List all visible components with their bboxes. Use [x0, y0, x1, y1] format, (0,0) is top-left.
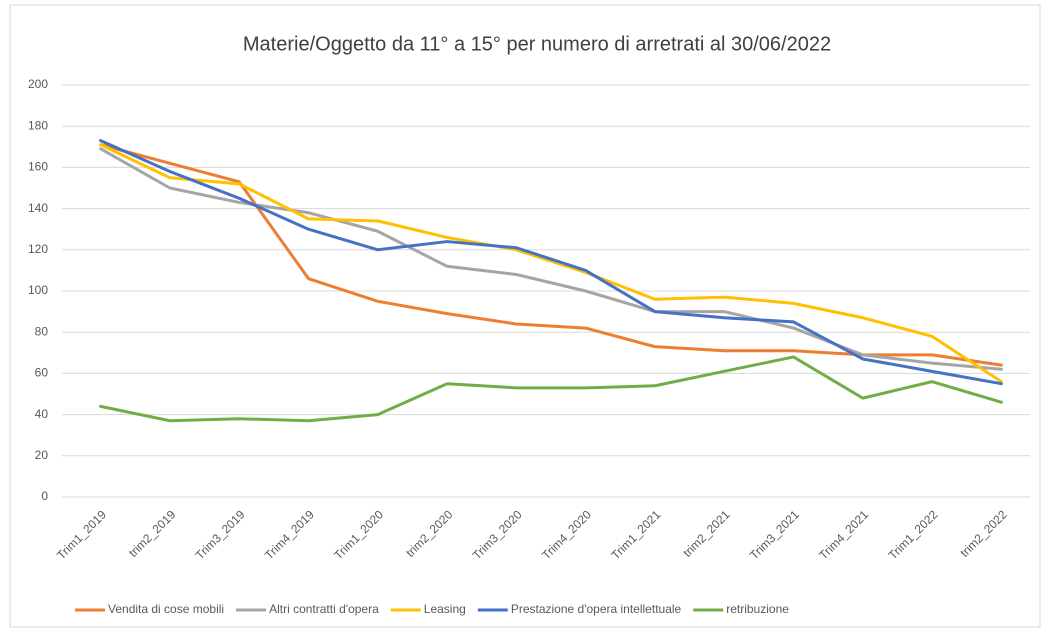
series-line [99, 143, 1003, 384]
y-tick-label: 80 [35, 324, 49, 338]
legend-label: Leasing [424, 602, 466, 616]
chart-title: Materie/Oggetto da 11° a 15° per numero … [243, 33, 831, 55]
y-tick-label: 100 [28, 283, 48, 297]
series-line [99, 355, 1003, 423]
y-tick-label: 120 [28, 242, 48, 256]
y-tick-label: 60 [35, 366, 49, 380]
y-tick-label: 40 [35, 407, 49, 421]
legend-label: Prestazione d'opera intellettuale [511, 602, 682, 616]
series-line [99, 139, 1003, 386]
y-tick-label: 140 [28, 201, 48, 215]
legend-label: Altri contratti d'opera [269, 602, 379, 616]
y-tick-label: 0 [41, 489, 48, 503]
y-tick-label: 20 [35, 448, 49, 462]
legend-label: retribuzione [726, 602, 789, 616]
y-tick-label: 180 [28, 118, 48, 132]
y-tick-label: 200 [28, 77, 48, 91]
chart-border [9, 4, 1041, 628]
legend-label: Vendita di cose mobili [108, 602, 224, 616]
y-tick-label: 160 [28, 160, 48, 174]
